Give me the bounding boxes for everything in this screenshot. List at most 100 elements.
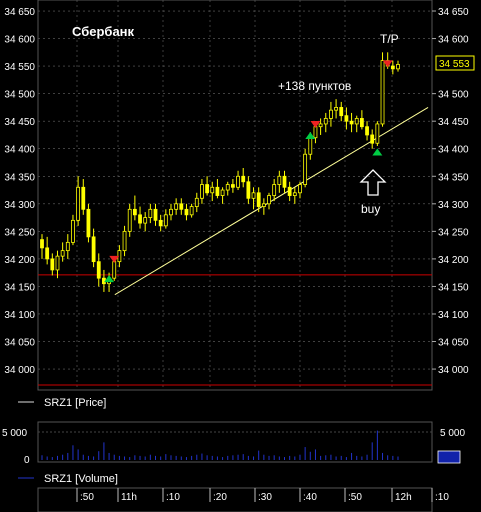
volume-legend: SRZ1 [Volume] xyxy=(18,473,118,485)
volume-indicator-box xyxy=(437,450,461,464)
candle xyxy=(318,118,323,135)
sell-signal-marker xyxy=(109,255,120,263)
candle-body xyxy=(370,134,375,144)
candle xyxy=(220,187,225,204)
candlestick-series xyxy=(40,52,400,292)
candle xyxy=(287,181,292,202)
candle xyxy=(354,115,359,133)
right-price-tick-label: 34 000 xyxy=(438,365,469,376)
right-price-tick-label: 34 250 xyxy=(438,227,469,238)
candle-body xyxy=(272,184,277,196)
candle-body xyxy=(81,186,86,210)
candle-body xyxy=(143,217,148,224)
candle-body xyxy=(225,184,230,191)
candle-body xyxy=(220,189,225,196)
candle xyxy=(292,187,297,204)
candle xyxy=(158,214,163,232)
candle xyxy=(189,203,194,218)
candle-body xyxy=(349,120,354,125)
time-tick-label: 11h xyxy=(121,492,137,503)
candle-body xyxy=(380,60,385,125)
candle-body xyxy=(390,65,395,70)
candle xyxy=(225,181,230,196)
candle xyxy=(40,234,44,259)
candle xyxy=(303,148,308,188)
candle xyxy=(215,179,220,199)
time-tick-label: :30 xyxy=(258,492,272,503)
candle xyxy=(251,187,256,210)
buy-signal-marker xyxy=(372,148,383,156)
candle-body xyxy=(215,186,220,196)
candle-body xyxy=(365,126,369,136)
time-tick-label: :20 xyxy=(213,492,227,503)
candle xyxy=(230,179,235,193)
candle-body xyxy=(50,258,55,271)
candle-body xyxy=(339,107,344,117)
candle xyxy=(344,107,349,130)
candle-body xyxy=(236,175,240,188)
right-price-axis: 34 650 34 600 34 500 34 450 34 400 34 350 34 3… xyxy=(432,7,469,376)
candle xyxy=(396,60,400,72)
candle xyxy=(122,225,127,257)
candle-body xyxy=(298,184,302,194)
candle xyxy=(76,176,81,226)
price-tick-label: 34 250 xyxy=(4,227,35,238)
candle xyxy=(334,99,338,119)
price-tick-label: 34 500 xyxy=(4,90,35,101)
candle-body xyxy=(158,219,163,227)
candle-body xyxy=(200,184,204,199)
price-tick-label: 34 200 xyxy=(4,255,35,266)
candle-body xyxy=(96,261,101,279)
candle xyxy=(241,168,246,188)
candle xyxy=(349,112,354,133)
price-tick-label: 34 300 xyxy=(4,200,35,211)
sell-signal-marker xyxy=(382,60,393,68)
candle xyxy=(380,52,385,127)
candle-body xyxy=(86,208,91,238)
candle-body xyxy=(45,247,50,260)
candle xyxy=(138,206,142,229)
candle xyxy=(127,203,132,237)
price-tick-label: 34 450 xyxy=(4,117,35,128)
current-price-box: 34 553 xyxy=(435,55,475,71)
sell-signal-marker xyxy=(310,120,321,128)
candle xyxy=(390,60,395,75)
candle-body xyxy=(210,186,215,194)
buy-arrow-icon xyxy=(359,169,387,196)
trade-signals xyxy=(104,60,393,283)
price-tick-label: 34 100 xyxy=(4,310,35,321)
right-price-tick-label: 34 050 xyxy=(438,338,469,349)
profit-annotation: +138 пунктов xyxy=(278,79,351,93)
candle xyxy=(205,176,210,196)
candle xyxy=(194,192,199,213)
candle-body xyxy=(112,261,117,279)
candle xyxy=(81,179,86,215)
right-price-tick-label: 34 350 xyxy=(438,172,469,183)
candle xyxy=(55,250,60,279)
candle-body xyxy=(313,126,318,139)
candle-body xyxy=(308,137,313,155)
time-tick-label: :50 xyxy=(80,492,94,503)
right-price-tick-label: 34 650 xyxy=(438,7,469,18)
candle xyxy=(91,228,96,268)
candle-body xyxy=(163,214,168,227)
right-price-tick-label: 34 450 xyxy=(438,117,469,128)
candle-body xyxy=(153,208,158,221)
price-tick-label: 34 150 xyxy=(4,282,35,293)
candle-body xyxy=(60,250,65,257)
time-tick-label: :10 xyxy=(435,492,449,503)
right-price-tick-label: 34 500 xyxy=(438,90,469,101)
candle xyxy=(179,198,184,215)
right-price-tick-label: 34 150 xyxy=(438,282,469,293)
candle-body xyxy=(396,64,400,70)
candle-body xyxy=(127,208,132,232)
candle-body xyxy=(334,107,338,111)
candle xyxy=(339,101,344,122)
price-tick-label: 34 650 xyxy=(4,7,35,18)
price-tick-label: 34 400 xyxy=(4,145,35,156)
right-price-tick-label: 34 400 xyxy=(438,145,469,156)
candle-body xyxy=(189,206,194,216)
chart-title: Сбербанк xyxy=(72,24,135,39)
candle xyxy=(261,198,266,215)
